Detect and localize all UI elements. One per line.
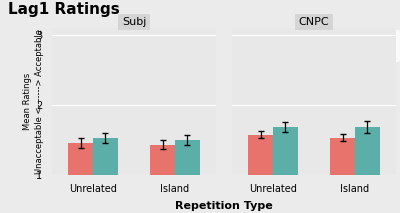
- Y-axis label: Mean Ratings
Unacceptable <-------> Acceptable: Mean Ratings Unacceptable <-------> Acce…: [22, 29, 44, 174]
- Bar: [175, 140, 200, 213]
- Bar: [355, 127, 380, 213]
- Bar: [273, 127, 298, 213]
- Bar: [330, 138, 355, 213]
- Title: Subj: Subj: [122, 17, 146, 27]
- Bar: [150, 145, 175, 213]
- Bar: [68, 143, 93, 213]
- Title: CNPC: CNPC: [299, 17, 329, 27]
- Bar: [248, 135, 273, 213]
- Legend: prime, target: prime, target: [299, 30, 400, 62]
- Text: Lag1 Ratings: Lag1 Ratings: [8, 2, 120, 17]
- Bar: [93, 138, 118, 213]
- Text: Repetition Type: Repetition Type: [175, 201, 273, 211]
